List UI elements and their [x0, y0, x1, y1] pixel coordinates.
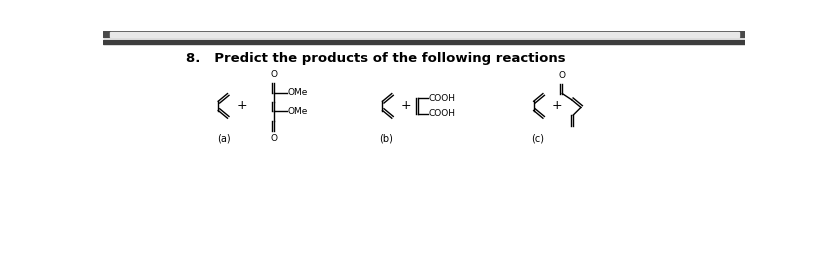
Text: +: +: [551, 99, 562, 112]
Text: O: O: [558, 72, 565, 81]
Text: COOH: COOH: [428, 94, 456, 103]
Text: (b): (b): [379, 133, 393, 143]
Text: COOH: COOH: [428, 109, 456, 118]
Text: +: +: [236, 99, 246, 112]
Text: (a): (a): [217, 133, 230, 143]
Bar: [103, 40, 744, 43]
Bar: [109, 32, 739, 37]
Text: (c): (c): [530, 133, 543, 143]
Text: 8.   Predict the products of the following reactions: 8. Predict the products of the following…: [186, 52, 566, 65]
Text: O: O: [270, 70, 277, 79]
Bar: [103, 31, 744, 37]
Text: OMe: OMe: [288, 107, 308, 116]
Text: O: O: [270, 134, 277, 143]
Text: +: +: [400, 99, 410, 112]
Text: OMe: OMe: [288, 88, 308, 97]
